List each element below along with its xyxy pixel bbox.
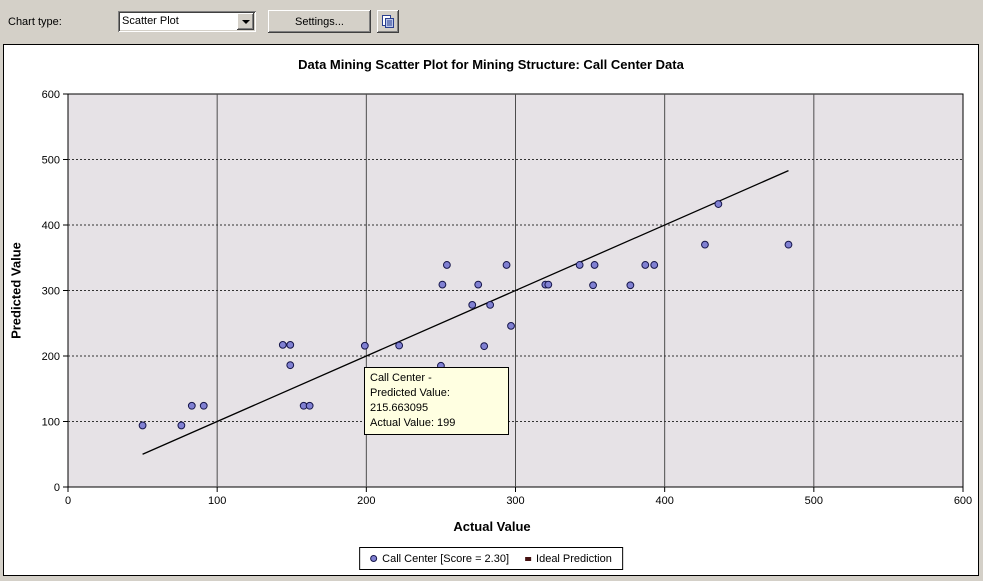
data-point[interactable] <box>177 421 186 430</box>
data-point[interactable] <box>641 261 650 269</box>
data-point[interactable] <box>187 401 196 410</box>
data-point[interactable] <box>486 301 495 309</box>
x-tick-label: 0 <box>65 495 71 507</box>
chart-title: Data Mining Scatter Plot for Mining Stru… <box>298 57 684 72</box>
x-tick-label: 300 <box>506 495 524 507</box>
data-point[interactable] <box>395 341 404 350</box>
x-tick-label: 600 <box>954 495 972 507</box>
y-tick-label: 100 <box>42 417 60 429</box>
tooltip-series-line: Call Center - <box>370 372 432 384</box>
x-axis-title: Actual Value <box>453 519 531 534</box>
data-point[interactable] <box>468 301 477 309</box>
y-tick-label: 600 <box>42 89 60 101</box>
data-point[interactable] <box>474 280 483 289</box>
chart-panel: Data Mining Scatter Plot for Mining Stru… <box>3 44 979 576</box>
series-marker-icon <box>370 555 378 562</box>
data-points[interactable] <box>138 200 793 430</box>
y-tick-label: 200 <box>42 351 60 363</box>
copy-icon <box>382 15 394 28</box>
y-tick-label: 400 <box>42 220 60 232</box>
data-point[interactable] <box>714 200 723 208</box>
data-point[interactable] <box>575 261 584 269</box>
data-point[interactable] <box>305 401 314 410</box>
y-tick-label: 0 <box>54 482 60 494</box>
chart-type-dropdown[interactable]: Scatter Plot <box>118 11 256 32</box>
data-point[interactable] <box>502 261 511 269</box>
data-point[interactable] <box>626 281 635 290</box>
chart-type-label: Chart type: <box>8 16 62 28</box>
data-point[interactable] <box>278 340 287 349</box>
y-tick-label: 500 <box>42 155 60 167</box>
chart-type-value: Scatter Plot <box>122 15 179 27</box>
data-point[interactable] <box>544 280 553 289</box>
legend-series-label: Call Center [Score = 2.30] <box>382 552 510 565</box>
data-point[interactable] <box>589 281 597 290</box>
scatter-plot[interactable]: 0 100 200 300 400 500 600 0 100 200 300 400 500 600 <box>4 45 980 575</box>
y-axis-title: Predicted Value <box>8 242 24 339</box>
toolbar: Chart type: Scatter Plot Settings... <box>0 0 983 44</box>
data-point[interactable] <box>360 341 369 350</box>
data-point[interactable] <box>650 261 659 269</box>
data-point[interactable] <box>286 361 295 370</box>
x-tick-label: 500 <box>805 495 823 507</box>
copy-button[interactable] <box>377 10 399 33</box>
legend-item-ideal: Ideal Prediction <box>525 553 612 565</box>
data-point[interactable] <box>138 421 147 430</box>
x-tick-label: 200 <box>357 495 375 507</box>
legend-item-call-center: Call Center [Score = 2.30] <box>370 553 509 565</box>
tooltip-actual-line: Actual Value: 199 <box>370 417 456 429</box>
chevron-down-icon <box>241 19 250 24</box>
x-tick-label: 100 <box>208 495 226 507</box>
legend: Call Center [Score = 2.30] Ideal Predict… <box>359 547 623 570</box>
ideal-prediction-line <box>142 170 789 455</box>
data-point[interactable] <box>701 240 709 249</box>
y-tick-label: 300 <box>42 286 60 298</box>
data-point[interactable] <box>438 280 447 289</box>
ideal-marker-icon <box>525 556 532 561</box>
data-point[interactable] <box>199 401 208 410</box>
tooltip-predicted-line: Predicted Value: 215.663095 <box>370 387 450 414</box>
data-point[interactable] <box>784 240 793 249</box>
settings-button[interactable]: Settings... <box>268 10 371 33</box>
x-tick-label: 400 <box>655 495 673 507</box>
legend-ideal-label: Ideal Prediction <box>536 552 612 565</box>
data-point[interactable] <box>507 321 515 330</box>
data-point[interactable] <box>590 261 599 269</box>
data-point[interactable] <box>286 340 295 349</box>
axis-ticks: 0 100 200 300 400 500 600 0 100 200 300 400 500 600 <box>42 89 973 507</box>
datapoint-tooltip: Call Center - Predicted Value: 215.66309… <box>364 367 509 435</box>
data-point[interactable] <box>480 342 489 351</box>
dropdown-button[interactable] <box>237 13 254 30</box>
data-point[interactable] <box>442 261 451 269</box>
